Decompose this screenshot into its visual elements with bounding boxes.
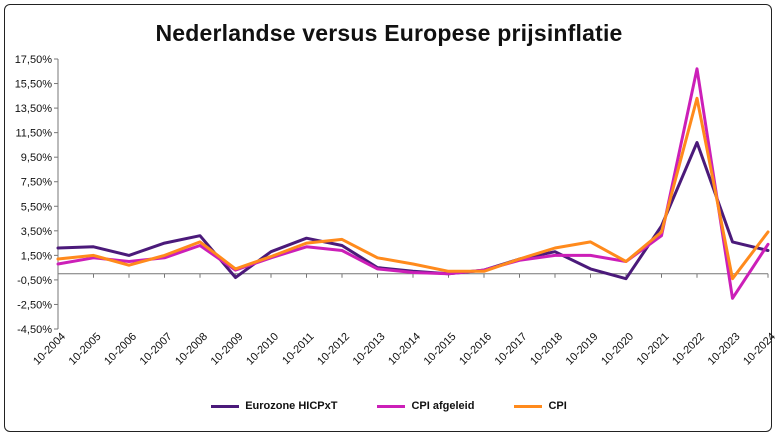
x-tick-label: 10-2009 [209,331,246,368]
legend-label-eurozone: Eurozone HICPxT [245,400,338,412]
chart-title: Nederlandse versus Europese prijsinflati… [155,20,623,46]
y-tick-label: 5,50% [21,201,52,213]
y-tick-label: 15,50% [15,79,53,91]
x-tick-label: 10-2018 [528,331,565,368]
y-tick-label: 17,50% [15,54,53,66]
x-tick-label: 10-2010 [244,331,281,368]
x-tick-label: 10-2006 [102,331,139,368]
y-tick-label: 3,50% [21,226,52,238]
y-tick-label: -4,50% [17,324,52,336]
x-tick-label: 10-2016 [457,331,494,368]
x-tick-label: 10-2024 [741,331,778,368]
x-tick-label: 10-2019 [564,331,601,368]
x-tick-label: 10-2014 [386,331,423,368]
x-tick-label: 10-2007 [138,331,175,368]
x-tick-label: 10-2004 [31,331,68,368]
legend-item-cpi: CPI [514,400,567,412]
y-tick-label: 1,50% [21,250,52,262]
chart-frame [4,4,772,432]
x-tick-label: 10-2008 [173,331,210,368]
x-tick-label: 10-2015 [422,331,459,368]
x-tick-label: 10-2017 [493,331,530,368]
x-tick-label: 10-2013 [351,331,388,368]
y-tick-label: -0,50% [17,275,52,287]
x-tick-label: 10-2022 [670,331,707,368]
x-tick-label: 10-2021 [635,331,672,368]
x-tick-label: 10-2023 [706,331,743,368]
y-tick-label: 7,50% [21,177,52,189]
legend-swatch-cpi-afgeleid [377,404,406,408]
x-tick-label: 10-2011 [280,331,316,367]
y-tick-label: 13,50% [15,103,53,115]
legend: Eurozone HICPxT CPI afgeleid CPI [0,400,778,412]
series-line-2 [56,96,770,281]
legend-item-eurozone: Eurozone HICPxT [211,400,337,412]
x-tick-label: 10-2005 [67,331,104,368]
y-tick-label: 11,50% [16,128,53,140]
y-tick-label: -2,50% [17,299,52,311]
y-tick-label: 9,50% [21,152,52,164]
x-tick-label: 10-2012 [315,331,352,368]
legend-swatch-cpi [514,404,543,408]
legend-label-cpi-afgeleid: CPI afgeleid [411,400,475,412]
legend-item-cpi-afgeleid: CPI afgeleid [377,400,474,412]
legend-label-cpi: CPI [548,400,567,412]
legend-swatch-eurozone [211,404,240,408]
x-tick-label: 10-2020 [599,331,636,368]
